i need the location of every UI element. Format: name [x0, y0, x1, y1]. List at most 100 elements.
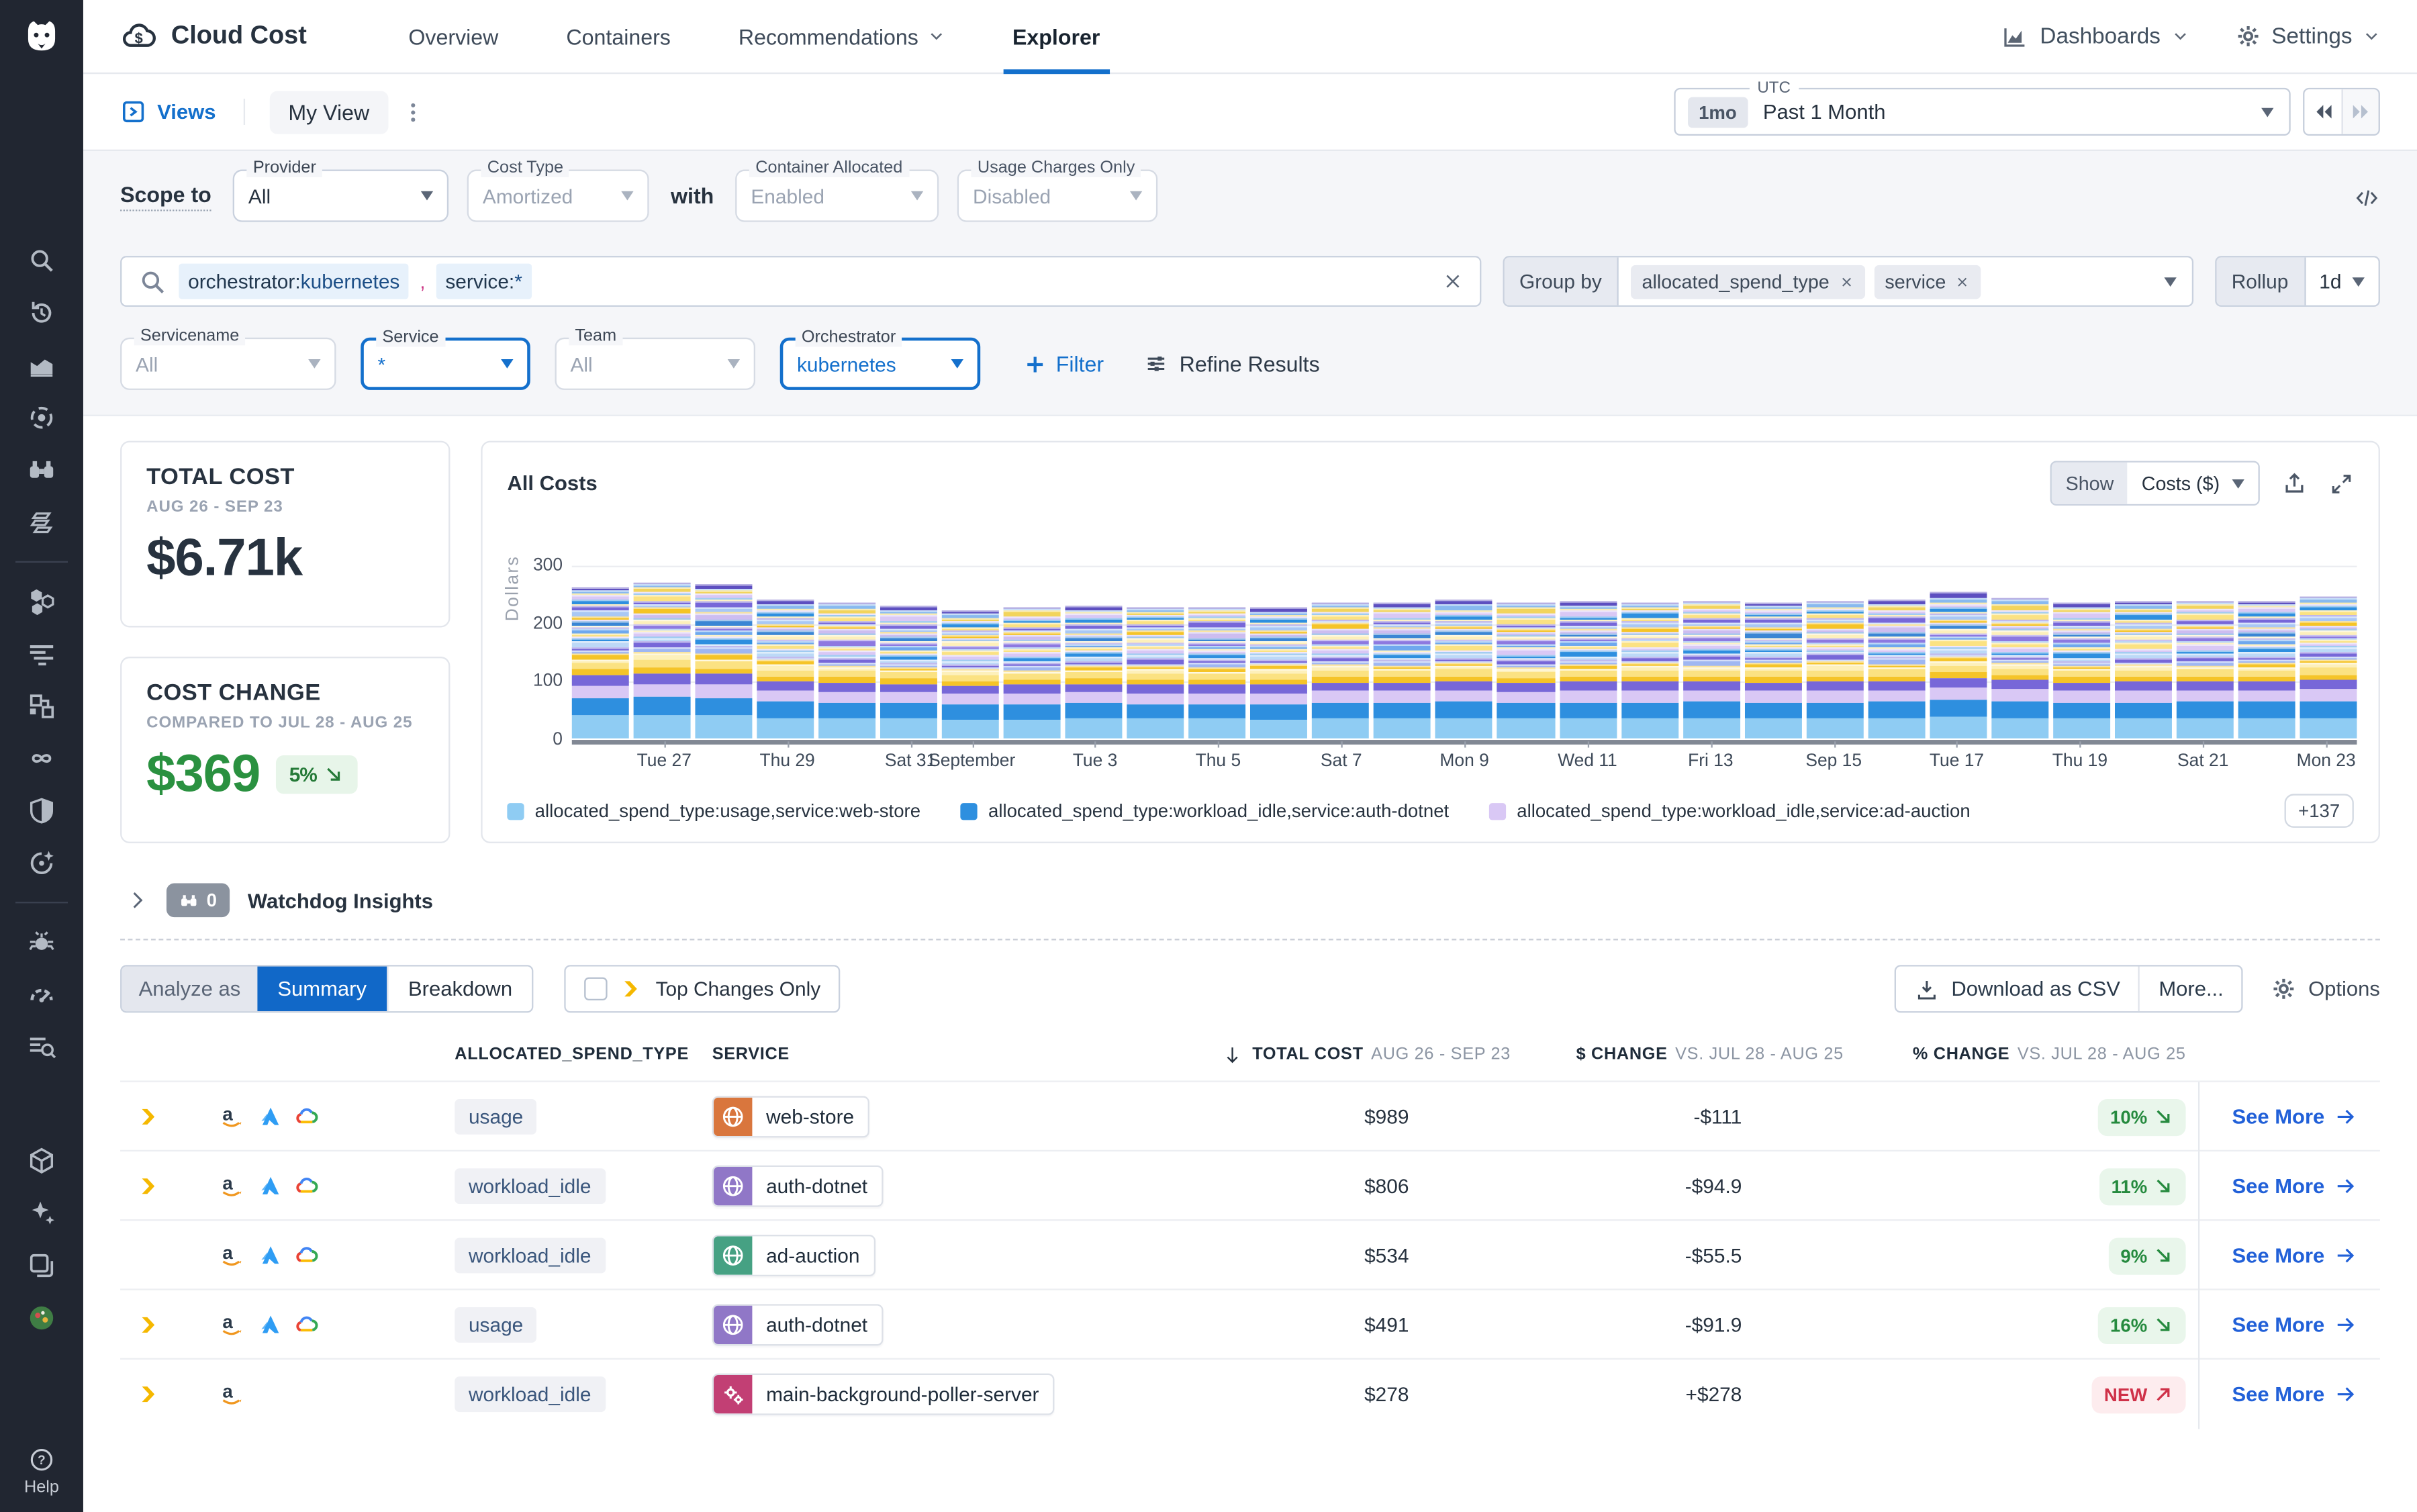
sidebar-item-history[interactable] — [0, 287, 83, 339]
scope-to-label[interactable]: Scope to — [120, 181, 211, 211]
sidebar-item-workflows[interactable] — [0, 680, 83, 733]
stacked-bar[interactable] — [1374, 602, 1431, 739]
group-by-pill-service[interactable]: service — [1874, 264, 1982, 299]
time-shift-forward-button[interactable] — [2341, 89, 2379, 134]
sidebar-item-search[interactable] — [0, 234, 83, 287]
see-more-link[interactable]: See More — [2232, 1244, 2357, 1267]
query-search-input[interactable]: orchestrator:kubernetes, service:* — [120, 256, 1481, 307]
scope-usage-charges-only-select[interactable]: Usage Charges Only Disabled — [957, 158, 1158, 222]
table-row[interactable]: a workload_idle ad-auction $534 -$55.5 9… — [120, 1219, 2380, 1290]
add-filter-button[interactable]: Filter — [1023, 351, 1104, 376]
stacked-bar[interactable] — [2052, 602, 2110, 739]
expand-icon[interactable] — [2329, 471, 2354, 495]
col-dollar-change[interactable]: $ CHANGE VS. JUL 28 - AUG 25 — [1576, 1045, 1844, 1064]
table-row[interactable]: a workload_idle main-background-poller-s… — [120, 1358, 2380, 1429]
stacked-bar[interactable] — [1497, 603, 1555, 739]
stacked-bar[interactable] — [1127, 606, 1184, 739]
col-percent-change[interactable]: % CHANGE VS. JUL 28 - AUG 25 — [1912, 1045, 2186, 1064]
service-pill[interactable]: web-store — [712, 1096, 870, 1138]
legend-item[interactable]: allocated_spend_type:usage,service:web-s… — [507, 800, 920, 822]
sidebar-item-traces-layers[interactable] — [0, 496, 83, 549]
stacked-bar[interactable] — [1683, 600, 1740, 739]
current-view-name[interactable]: My View — [269, 90, 388, 134]
datadog-logo-icon[interactable] — [0, 0, 83, 74]
code-view-icon[interactable] — [2354, 185, 2380, 211]
stacked-bar[interactable] — [757, 600, 814, 739]
table-row[interactable]: a usage auth-dotnet $491 -$91.9 16% See … — [120, 1288, 2380, 1360]
sidebar-item-binoculars[interactable] — [0, 444, 83, 496]
filter-service-select[interactable]: Service * — [361, 328, 530, 390]
top-changes-checkbox[interactable] — [584, 977, 608, 1001]
filter-orchestrator-select[interactable]: Orchestrator kubernetes — [779, 328, 981, 390]
rollup-value-select[interactable]: 1d — [2306, 270, 2379, 293]
tab-summary[interactable]: Summary — [257, 966, 387, 1012]
help-button[interactable]: ? Help — [24, 1446, 59, 1497]
tab-breakdown[interactable]: Breakdown — [386, 966, 532, 1012]
sidebar-item-synthetics[interactable] — [0, 837, 83, 890]
legend-item[interactable]: allocated_spend_type:workload_idle,servi… — [1488, 800, 1971, 822]
spend-type-pill[interactable]: workload_idle — [455, 1168, 606, 1204]
stacked-bar[interactable] — [942, 610, 1000, 739]
sidebar-item-log-search[interactable] — [0, 1021, 83, 1073]
download-csv-button[interactable]: Download as CSV — [1896, 967, 2139, 1012]
stacked-bar[interactable] — [1065, 606, 1123, 739]
export-icon[interactable] — [2281, 470, 2308, 496]
stacked-bar[interactable] — [571, 587, 629, 739]
see-more-link[interactable]: See More — [2232, 1105, 2357, 1129]
stacked-bar[interactable] — [1867, 600, 1925, 739]
nav-tab-containers[interactable]: Containers — [532, 0, 704, 73]
sidebar-item-user-avatar[interactable] — [0, 1292, 83, 1344]
stacked-bar[interactable] — [880, 605, 938, 739]
views-button[interactable]: Views — [120, 98, 246, 125]
view-options-kebab-icon[interactable] — [400, 99, 425, 124]
service-pill[interactable]: ad-auction — [712, 1235, 875, 1277]
col-allocated-spend-type[interactable]: ALLOCATED_SPEND_TYPE — [455, 1045, 689, 1064]
stacked-bar[interactable] — [1559, 602, 1617, 739]
service-pill[interactable]: auth-dotnet — [712, 1165, 884, 1207]
col-service[interactable]: SERVICE — [712, 1045, 790, 1064]
stacked-bar[interactable] — [1621, 602, 1678, 739]
dashboards-menu[interactable]: Dashboards — [2001, 22, 2188, 50]
nav-tab-recommendations[interactable]: Recommendations — [704, 0, 978, 73]
watchdog-insights-section[interactable]: 0 Watchdog Insights — [120, 871, 2380, 941]
refine-results-button[interactable]: Refine Results — [1144, 351, 1320, 376]
sidebar-item-security-shield[interactable] — [0, 785, 83, 837]
stacked-bar[interactable] — [818, 603, 876, 739]
nav-tab-overview[interactable]: Overview — [375, 0, 532, 73]
stacked-bar[interactable] — [2176, 600, 2234, 739]
table-row[interactable]: a workload_idle auth-dotnet $806 -$94.9 … — [120, 1149, 2380, 1221]
stacked-bar[interactable] — [1004, 608, 1061, 739]
stacked-bar[interactable] — [633, 581, 691, 739]
clear-search-icon[interactable] — [1441, 270, 1464, 293]
sidebar-item-layers-stack[interactable] — [0, 1239, 83, 1292]
time-shift-back-button[interactable] — [2304, 89, 2342, 134]
see-more-link[interactable]: See More — [2232, 1382, 2357, 1406]
see-more-link[interactable]: See More — [2232, 1313, 2357, 1337]
group-by-pills[interactable]: allocated_spend_type service — [1619, 264, 2164, 299]
remove-pill-icon[interactable] — [1839, 274, 1854, 289]
show-value-select[interactable]: Costs ($) — [2128, 462, 2259, 504]
stacked-bar[interactable] — [2114, 602, 2172, 739]
legend-item[interactable]: allocated_spend_type:workload_idle,servi… — [960, 800, 1449, 822]
service-pill[interactable]: main-background-poller-server — [712, 1373, 1055, 1415]
stacked-bar[interactable] — [1805, 601, 1863, 739]
sidebar-item-performance-gauge[interactable] — [0, 968, 83, 1021]
stacked-bar[interactable] — [1188, 606, 1246, 739]
filter-servicename-select[interactable]: Servicename All — [120, 326, 336, 390]
group-by-pill-allocated_spend_type[interactable]: allocated_spend_type — [1631, 264, 1865, 299]
scope-provider-select[interactable]: Provider All — [232, 158, 449, 222]
sidebar-item-metrics[interactable] — [0, 339, 83, 391]
scope-container-allocated-select[interactable]: Container Allocated Enabled — [735, 158, 939, 222]
service-pill[interactable]: auth-dotnet — [712, 1304, 884, 1346]
stacked-bar[interactable] — [1991, 598, 2048, 739]
sidebar-item-processes-hexagons[interactable] — [0, 575, 83, 627]
sidebar-item-error-tracking-bug[interactable] — [0, 916, 83, 968]
top-changes-only-checkbox-group[interactable]: Top Changes Only — [565, 965, 841, 1013]
see-more-link[interactable]: See More — [2232, 1174, 2357, 1198]
spend-type-pill[interactable]: workload_idle — [455, 1237, 606, 1274]
nav-tab-explorer[interactable]: Explorer — [978, 0, 1133, 74]
stacked-bar[interactable] — [2238, 600, 2295, 739]
sidebar-item-cube[interactable] — [0, 1135, 83, 1187]
legend-more-badge[interactable]: +137 — [2284, 794, 2354, 828]
query-token[interactable]: orchestrator:kubernetes — [179, 263, 410, 299]
